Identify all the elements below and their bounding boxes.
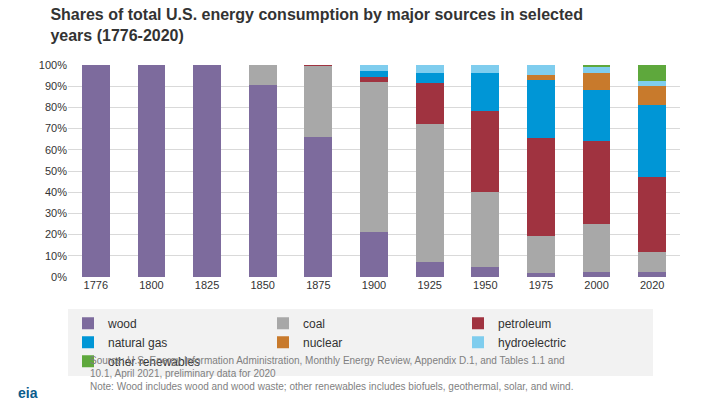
svg-text:2020: 2020 (640, 279, 664, 291)
svg-text:90%: 90% (45, 80, 67, 92)
svg-text:petroleum: petroleum (498, 317, 551, 331)
svg-text:other renewables: other renewables (108, 355, 200, 369)
svg-text:40%: 40% (45, 186, 67, 198)
svg-text:eia: eia (18, 385, 38, 401)
svg-text:hydroelectric: hydroelectric (498, 336, 566, 350)
svg-text:10%: 10% (45, 250, 67, 262)
svg-text:50%: 50% (45, 165, 67, 177)
svg-text:1776: 1776 (84, 279, 108, 291)
svg-text:80%: 80% (45, 101, 67, 113)
svg-text:2000: 2000 (584, 279, 608, 291)
svg-text:20%: 20% (45, 228, 67, 240)
svg-text:60%: 60% (45, 144, 67, 156)
svg-text:1825: 1825 (195, 279, 219, 291)
svg-text:1850: 1850 (250, 279, 274, 291)
svg-text:70%: 70% (45, 122, 67, 134)
svg-text:1975: 1975 (529, 279, 553, 291)
svg-text:1800: 1800 (139, 279, 163, 291)
svg-text:1875: 1875 (306, 279, 330, 291)
svg-text:natural gas: natural gas (108, 336, 167, 350)
svg-text:nuclear: nuclear (303, 336, 342, 350)
svg-text:coal: coal (303, 317, 325, 331)
svg-text:1900: 1900 (362, 279, 386, 291)
svg-text:30%: 30% (45, 207, 67, 219)
svg-text:Source: U.S. Energy Informatio: Source: U.S. Energy Information Administ… (90, 355, 573, 392)
svg-text:100%: 100% (39, 59, 67, 71)
svg-text:Shares of total U.S. energy co: Shares of total U.S. energy consumption … (50, 6, 583, 44)
svg-text:wood: wood (107, 317, 137, 331)
svg-text:1950: 1950 (473, 279, 497, 291)
svg-text:0%: 0% (51, 271, 67, 283)
svg-text:1925: 1925 (417, 279, 441, 291)
